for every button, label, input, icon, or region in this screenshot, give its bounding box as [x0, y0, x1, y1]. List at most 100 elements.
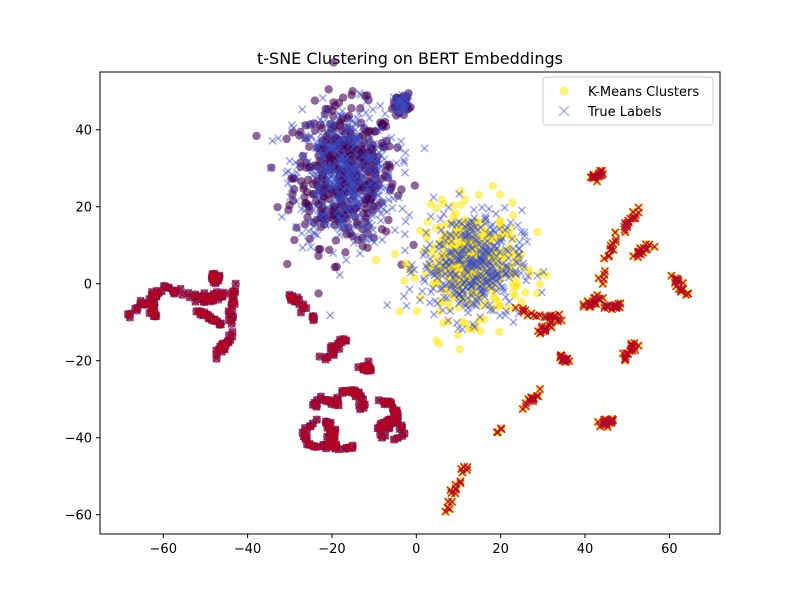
kmeans-point	[489, 304, 498, 314]
kmeans-point	[479, 218, 488, 227]
kmeans-point	[451, 209, 461, 218]
kmeans-point	[421, 270, 430, 279]
kmeans-point	[416, 293, 425, 302]
kmeans-point	[442, 285, 451, 295]
plot-area	[99, 58, 721, 535]
kmeans-point	[314, 151, 323, 160]
kmeans-point	[486, 239, 495, 248]
kmeans-point	[353, 235, 363, 245]
kmeans-point	[535, 279, 545, 289]
kmeans-point	[296, 127, 305, 137]
kmeans-point	[385, 163, 395, 172]
kmeans-point	[495, 254, 505, 264]
kmeans-point	[461, 298, 470, 307]
kmeans-point	[482, 299, 492, 308]
kmeans-point	[363, 208, 373, 218]
kmeans-point	[304, 200, 313, 210]
kmeans-point	[517, 261, 527, 271]
kmeans-point	[401, 259, 411, 268]
kmeans-point	[492, 246, 501, 255]
kmeans-point	[353, 177, 363, 186]
kmeans-point	[389, 98, 399, 107]
kmeans-point	[348, 167, 358, 177]
kmeans-point	[397, 185, 406, 194]
kmeans-point	[450, 248, 459, 258]
kmeans-point	[316, 120, 325, 130]
kmeans-point	[435, 307, 444, 317]
kmeans-point	[332, 133, 341, 143]
kmeans-point	[362, 161, 371, 170]
kmeans-point	[318, 136, 327, 145]
kmeans-point	[507, 271, 516, 280]
kmeans-point	[301, 134, 310, 143]
kmeans-point	[419, 246, 428, 255]
kmeans-point	[367, 194, 376, 204]
kmeans-point	[444, 298, 454, 307]
kmeans-point	[341, 248, 350, 257]
kmeans-point	[542, 271, 551, 280]
kmeans-point	[384, 215, 393, 225]
kmeans-point	[329, 98, 338, 107]
kmeans-point	[438, 242, 448, 251]
kmeans-point	[416, 226, 425, 235]
kmeans-point	[349, 191, 358, 201]
kmeans-point	[437, 195, 446, 204]
kmeans-point	[329, 210, 338, 220]
kmeans-point	[360, 124, 369, 133]
kmeans-point	[338, 210, 347, 219]
kmeans-point	[430, 256, 440, 265]
kmeans-point	[299, 181, 308, 190]
kmeans-point	[442, 220, 452, 229]
kmeans-point	[517, 250, 526, 259]
kmeans-point	[331, 236, 341, 245]
kmeans-point	[387, 183, 396, 192]
kmeans-point	[410, 181, 420, 190]
kmeans-point	[330, 262, 340, 272]
kmeans-point	[400, 276, 409, 285]
kmeans-point	[495, 327, 504, 337]
kmeans-point	[508, 198, 517, 207]
kmeans-point	[321, 183, 331, 192]
kmeans-point	[347, 104, 356, 113]
kmeans-point	[369, 181, 378, 190]
kmeans-point	[305, 120, 315, 129]
kmeans-point	[433, 277, 443, 287]
kmeans-point	[356, 104, 365, 113]
kmeans-point	[393, 143, 402, 152]
kmeans-point	[364, 222, 373, 231]
kmeans-point	[532, 289, 542, 298]
kmeans-point	[483, 266, 493, 275]
kmeans-point	[334, 154, 343, 163]
kmeans-point	[508, 211, 518, 220]
kmeans-point	[406, 102, 415, 112]
kmeans-point	[449, 201, 458, 210]
kmeans-point	[317, 197, 327, 206]
kmeans-point	[345, 148, 355, 158]
kmeans-point	[300, 220, 310, 229]
kmeans-point	[521, 288, 530, 297]
kmeans-point	[320, 109, 330, 119]
kmeans-point	[302, 158, 311, 168]
kmeans-point	[460, 218, 470, 227]
kmeans-point	[314, 289, 323, 298]
kmeans-point	[362, 183, 372, 193]
kmeans-point	[314, 183, 324, 192]
kmeans-point	[474, 190, 483, 200]
kmeans-point	[363, 243, 372, 253]
kmeans-point	[329, 58, 338, 67]
kmeans-point	[334, 191, 343, 200]
kmeans-point	[284, 206, 293, 215]
kmeans-point	[371, 156, 381, 166]
kmeans-point	[488, 181, 498, 191]
kmeans-point	[363, 171, 372, 181]
kmeans-point	[288, 196, 298, 205]
kmeans-point	[365, 146, 374, 155]
kmeans-point	[348, 86, 357, 96]
kmeans-point	[355, 146, 365, 155]
kmeans-point	[335, 170, 344, 180]
kmeans-point	[303, 175, 313, 185]
chart-title: t-SNE Clustering on BERT Embeddings	[257, 49, 563, 68]
kmeans-point	[509, 234, 518, 243]
kmeans-point	[336, 183, 345, 193]
